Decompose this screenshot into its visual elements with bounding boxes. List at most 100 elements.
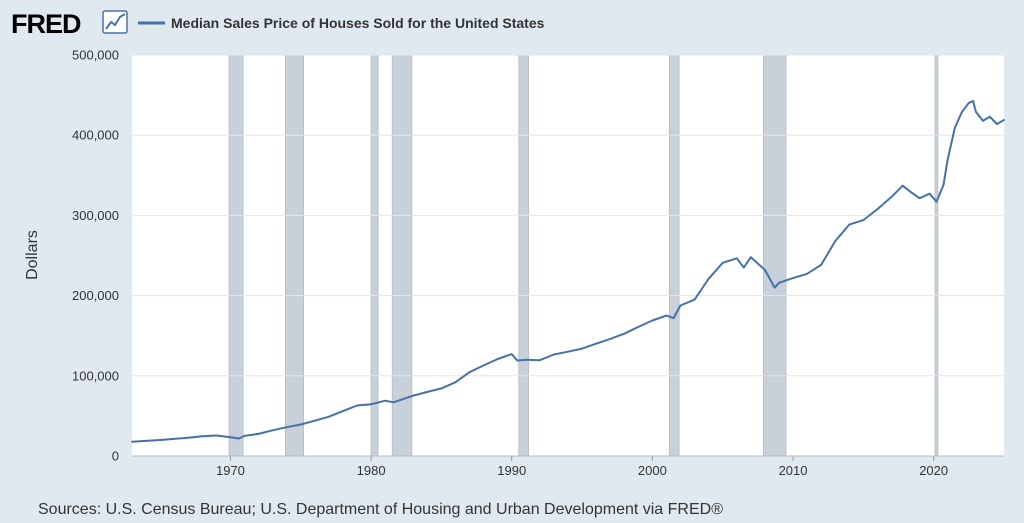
data-point	[909, 190, 911, 192]
x-tick-label: 2000	[638, 463, 667, 478]
data-point	[972, 100, 974, 102]
data-point	[398, 400, 400, 402]
data-point	[384, 400, 386, 402]
data-point	[968, 102, 970, 104]
data-point	[238, 438, 240, 440]
data-point	[919, 197, 921, 199]
data-point	[961, 111, 963, 113]
data-point	[792, 277, 794, 279]
recession-band	[371, 55, 378, 456]
y-axis-label: Dollars	[24, 230, 41, 280]
recession-band	[519, 55, 529, 456]
data-point	[996, 123, 998, 125]
data-point	[426, 391, 428, 393]
data-point	[483, 364, 485, 366]
line-chart-icon	[103, 11, 127, 33]
data-point	[159, 439, 161, 441]
data-point	[516, 360, 518, 362]
y-tick-label: 500,000	[72, 48, 119, 63]
data-point	[328, 416, 330, 418]
data-point	[929, 193, 931, 195]
data-point	[862, 219, 864, 221]
data-point	[201, 435, 203, 437]
x-tick-label: 1990	[497, 463, 526, 478]
data-point	[131, 441, 133, 443]
data-point	[651, 320, 653, 322]
data-point	[215, 435, 217, 437]
recession-band	[285, 55, 303, 456]
data-point	[806, 273, 808, 275]
data-point	[595, 343, 597, 345]
data-point	[314, 420, 316, 422]
data-point	[497, 358, 499, 360]
data-point	[244, 435, 246, 437]
data-point	[666, 315, 668, 317]
data-point	[982, 120, 984, 122]
plot-area	[132, 55, 1004, 456]
data-point	[286, 426, 288, 428]
y-tick-label: 400,000	[72, 128, 119, 143]
data-point	[694, 299, 696, 301]
y-axis-ticks: 0 100,000 200,000 300,000 400,000 500,000	[72, 48, 119, 464]
recession-band	[935, 55, 938, 456]
data-point	[581, 348, 583, 350]
data-point	[230, 436, 232, 438]
data-point	[708, 278, 710, 280]
data-point	[469, 371, 471, 373]
recession-band	[763, 55, 786, 456]
x-tick-label: 2020	[919, 463, 948, 478]
data-point	[680, 305, 682, 307]
y-tick-label: 100,000	[72, 368, 119, 383]
legend-label: Median Sales Price of Houses Sold for th…	[171, 15, 545, 31]
data-point	[936, 201, 938, 203]
data-point	[553, 354, 555, 356]
data-point	[902, 185, 904, 187]
x-tick-label: 1980	[357, 463, 386, 478]
x-tick-label: 2010	[779, 463, 808, 478]
data-point	[954, 127, 956, 129]
data-point	[975, 111, 977, 113]
source-note: Sources: U.S. Census Bureau; U.S. Depart…	[38, 501, 723, 518]
data-point	[637, 326, 639, 328]
data-point	[774, 287, 776, 289]
x-tick-label: 1970	[216, 463, 245, 478]
data-point	[877, 208, 879, 210]
fred-logo-text: FRED	[11, 9, 81, 39]
data-point	[300, 424, 302, 426]
data-point	[764, 269, 766, 271]
data-point	[848, 224, 850, 226]
data-point	[673, 317, 675, 319]
data-point	[455, 381, 457, 383]
data-point	[623, 333, 625, 335]
x-axis-ticks: 1970 1980 1990 2000 2010 2020	[132, 456, 1004, 478]
data-point	[187, 437, 189, 439]
data-point	[1003, 119, 1005, 121]
data-point	[609, 338, 611, 340]
data-point	[722, 262, 724, 264]
data-point	[567, 351, 569, 353]
data-point	[736, 257, 738, 259]
data-point	[258, 433, 260, 435]
data-point	[370, 403, 372, 405]
data-point	[342, 410, 344, 412]
chart: FRED Median Sales Price of Houses Sold f…	[0, 0, 1024, 523]
data-point	[834, 240, 836, 242]
data-point	[750, 256, 752, 258]
data-point	[820, 264, 822, 266]
legend: Median Sales Price of Houses Sold for th…	[138, 15, 545, 31]
recession-band	[392, 55, 412, 456]
data-point	[525, 359, 527, 361]
recession-band	[669, 55, 679, 456]
y-tick-label: 0	[112, 449, 119, 464]
fred-logo[interactable]: FRED	[11, 9, 127, 39]
data-point	[891, 196, 893, 198]
data-point	[743, 267, 745, 269]
data-point	[778, 282, 780, 284]
recession-band	[229, 55, 243, 456]
data-point	[356, 405, 358, 407]
data-point	[539, 359, 541, 361]
y-tick-label: 200,000	[72, 288, 119, 303]
data-point	[393, 401, 395, 403]
data-point	[943, 184, 945, 186]
data-point	[412, 395, 414, 397]
